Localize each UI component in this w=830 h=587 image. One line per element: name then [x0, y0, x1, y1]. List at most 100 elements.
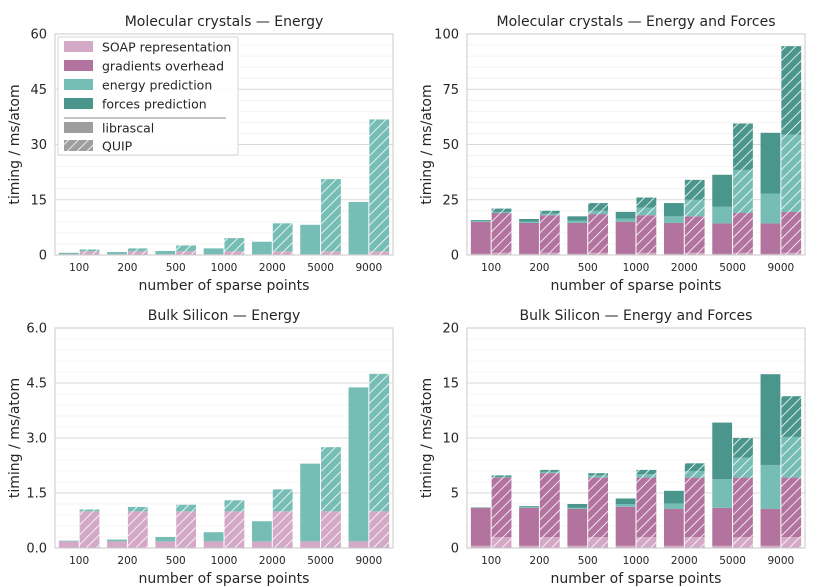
- bar-energy-librascal-500: [567, 507, 588, 509]
- bar-hatch-energy-5000: [733, 169, 753, 214]
- bar-hatch-energy-9000: [781, 436, 802, 478]
- x-axis-label: number of sparse points: [139, 571, 310, 587]
- bar-hatch-forces-200: [539, 210, 560, 214]
- axes-frame: [54, 33, 394, 256]
- x-tick-label: 9000: [355, 262, 382, 274]
- y-tick-label: 30: [30, 138, 47, 153]
- x-tick-label: 2000: [259, 555, 286, 567]
- bar-soap-librascal-200: [519, 545, 539, 548]
- bar-gradients-librascal-1000: [615, 221, 636, 254]
- bar-soap-librascal-100: [470, 545, 491, 548]
- bar-soap-librascal-2000: [251, 541, 272, 548]
- x-tick-label: 5000: [307, 262, 334, 274]
- bar-hatch-soap-200: [127, 511, 148, 548]
- y-tick-label: 3.0: [26, 432, 47, 447]
- y-tick-label: 0.0: [26, 542, 47, 557]
- bar-forces-librascal-1000: [615, 498, 636, 504]
- bar-hatch-gradients-9000: [781, 211, 802, 253]
- subplot-2: 0 25 50 75 100 100 200 500 1000 2000 5000 9000 Molec…: [419, 14, 806, 294]
- bar-hatch-soap-2000: [272, 251, 293, 255]
- bar-hatch-soap-500: [588, 537, 609, 548]
- bar-energy-librascal-100: [470, 221, 491, 222]
- bar-hatch-soap-1000: [636, 537, 657, 548]
- y-tick-label: 100: [434, 28, 459, 43]
- bar-gradients-librascal-200: [519, 222, 539, 254]
- bar-soap-librascal-5000: [712, 253, 733, 255]
- bar-soap-librascal-1000: [615, 253, 636, 255]
- x-tick-label: 9000: [767, 262, 794, 274]
- legend-label: gradients overhead: [102, 59, 224, 74]
- bar-gradients-librascal-2000: [663, 222, 684, 254]
- y-tick-label: 60: [30, 28, 47, 43]
- x-axis-label: number of sparse points: [551, 278, 722, 294]
- bar-hatch-energy-2000: [272, 223, 293, 252]
- bar-hatch-energy-2000: [272, 489, 293, 512]
- bar-hatch-soap-100: [79, 511, 100, 548]
- x-tick-label: 200: [117, 262, 137, 274]
- bar-energy-librascal-1000: [203, 248, 224, 255]
- legend-swatch-forces: [64, 98, 93, 109]
- legend-swatch-energy: [64, 79, 93, 90]
- chart-title: Bulk Silicon — Energy and Forces: [520, 308, 753, 324]
- bar-hatch-energy-2000: [684, 471, 705, 478]
- bar-hatch-forces-5000: [733, 438, 753, 458]
- x-tick-label: 500: [578, 555, 598, 567]
- bar-energy-librascal-100: [58, 252, 79, 255]
- chart-title: Molecular crystals — Energy: [125, 14, 324, 30]
- bar-hatch-forces-9000: [781, 46, 802, 135]
- subplot-3: 0.0 1.5 3.0 4.5 6.0 100 200 500 1000 2000 5000 9000…: [7, 308, 394, 587]
- bar-hatch-soap-200: [127, 251, 148, 255]
- y-axis-label: timing / ms/atom: [7, 378, 23, 498]
- bar-hatch-gradients-5000: [733, 213, 753, 253]
- chart-title: Molecular crystals — Energy and Forces: [496, 14, 775, 30]
- x-tick-label: 9000: [767, 555, 794, 567]
- legend-style-label: librascal: [102, 121, 154, 136]
- y-tick-label: 0: [39, 249, 47, 264]
- x-tick-label: 1000: [211, 555, 238, 567]
- x-tick-label: 2000: [671, 262, 698, 274]
- bar-gradients-librascal-500: [567, 508, 588, 546]
- bar-hatch-energy-9000: [781, 134, 802, 212]
- bar-hatch-forces-2000: [684, 179, 705, 200]
- bar-forces-librascal-5000: [712, 422, 733, 480]
- y-tick-label: 0: [451, 542, 459, 557]
- legend-style-hatch: [64, 140, 93, 151]
- bar-hatch-soap-2000: [684, 252, 705, 255]
- axes-frame: [54, 327, 394, 549]
- bar-soap-librascal-500: [155, 541, 176, 548]
- y-tick-label: 45: [30, 83, 47, 98]
- bar-hatch-energy-1000: [636, 474, 657, 478]
- x-tick-label: 2000: [259, 262, 286, 274]
- chart-title: Bulk Silicon — Energy: [148, 308, 301, 324]
- bar-soap-librascal-100: [470, 253, 491, 255]
- bar-hatch-gradients-1000: [636, 215, 657, 253]
- bar-forces-librascal-5000: [712, 174, 733, 207]
- y-tick-label: 50: [442, 138, 459, 153]
- bar-soap-librascal-9000: [760, 253, 781, 255]
- bar-energy-librascal-1000: [203, 532, 224, 542]
- bar-hatch-energy-100: [491, 477, 512, 478]
- x-tick-label: 100: [481, 262, 501, 274]
- bar-hatch-soap-9000: [369, 251, 390, 255]
- bar-gradients-librascal-2000: [663, 508, 684, 546]
- legend-label: forces prediction: [102, 97, 207, 112]
- bar-energy-librascal-2000: [663, 216, 684, 223]
- legend-label: SOAP representation: [102, 40, 231, 55]
- bar-gradients-librascal-500: [567, 222, 588, 254]
- bar-hatch-forces-1000: [636, 197, 657, 208]
- bar-hatch-energy-9000: [369, 373, 390, 512]
- x-tick-label: 2000: [671, 555, 698, 567]
- subplot-4: 0 5 10 15 20 100 200 500 1000 2000 5000 9000 Bulk Si…: [419, 308, 806, 587]
- bar-gradients-librascal-100: [470, 221, 491, 254]
- bar-soap-librascal-9000: [348, 541, 369, 548]
- legend-swatch-gradients: [64, 60, 93, 71]
- bar-hatch-energy-500: [588, 475, 609, 478]
- bar-hatch-gradients-500: [588, 477, 609, 537]
- bar-forces-librascal-2000: [663, 490, 684, 504]
- y-tick-label: 20: [442, 322, 459, 337]
- y-tick-label: 5: [451, 487, 459, 502]
- bar-forces-librascal-500: [567, 216, 588, 221]
- bar-energy-librascal-5000: [300, 224, 321, 255]
- bar-energy-librascal-5000: [712, 206, 733, 224]
- y-axis-label: timing / ms/atom: [419, 378, 435, 498]
